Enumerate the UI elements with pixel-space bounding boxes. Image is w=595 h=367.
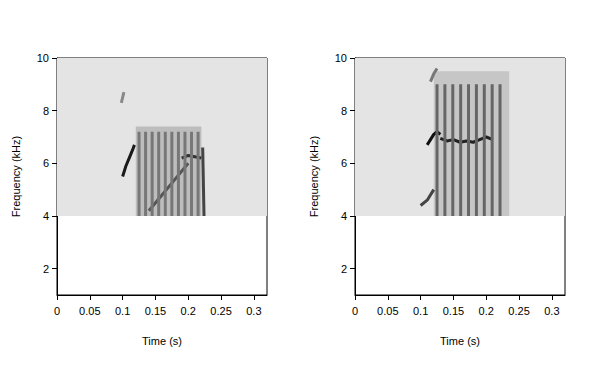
svg-text:0.1: 0.1 (413, 305, 428, 317)
svg-text:0.05: 0.05 (79, 305, 100, 317)
svg-text:0.2: 0.2 (181, 305, 196, 317)
svg-text:Frequency (kHz): Frequency (kHz) (10, 136, 22, 217)
svg-text:0: 0 (54, 305, 60, 317)
svg-text:8: 8 (341, 105, 347, 117)
svg-text:0.25: 0.25 (508, 305, 529, 317)
svg-text:Frequency (kHz): Frequency (kHz) (308, 136, 320, 217)
svg-text:0.15: 0.15 (443, 305, 464, 317)
svg-text:0.3: 0.3 (246, 305, 261, 317)
svg-text:0.2: 0.2 (479, 305, 494, 317)
svg-text:0.05: 0.05 (377, 305, 398, 317)
svg-text:0.1: 0.1 (115, 305, 130, 317)
svg-text:0.25: 0.25 (210, 305, 231, 317)
svg-text:2: 2 (341, 263, 347, 275)
svg-text:2: 2 (43, 263, 49, 275)
svg-text:8: 8 (43, 105, 49, 117)
svg-text:0.15: 0.15 (145, 305, 166, 317)
svg-text:Time (s): Time (s) (440, 335, 480, 347)
svg-text:4: 4 (341, 210, 347, 222)
svg-text:10: 10 (37, 52, 49, 64)
svg-text:10: 10 (335, 52, 347, 64)
svg-text:4: 4 (43, 210, 49, 222)
svg-text:6: 6 (341, 157, 347, 169)
svg-text:0: 0 (352, 305, 358, 317)
svg-text:Time (s): Time (s) (142, 335, 182, 347)
svg-text:6: 6 (43, 157, 49, 169)
svg-text:0.3: 0.3 (544, 305, 559, 317)
